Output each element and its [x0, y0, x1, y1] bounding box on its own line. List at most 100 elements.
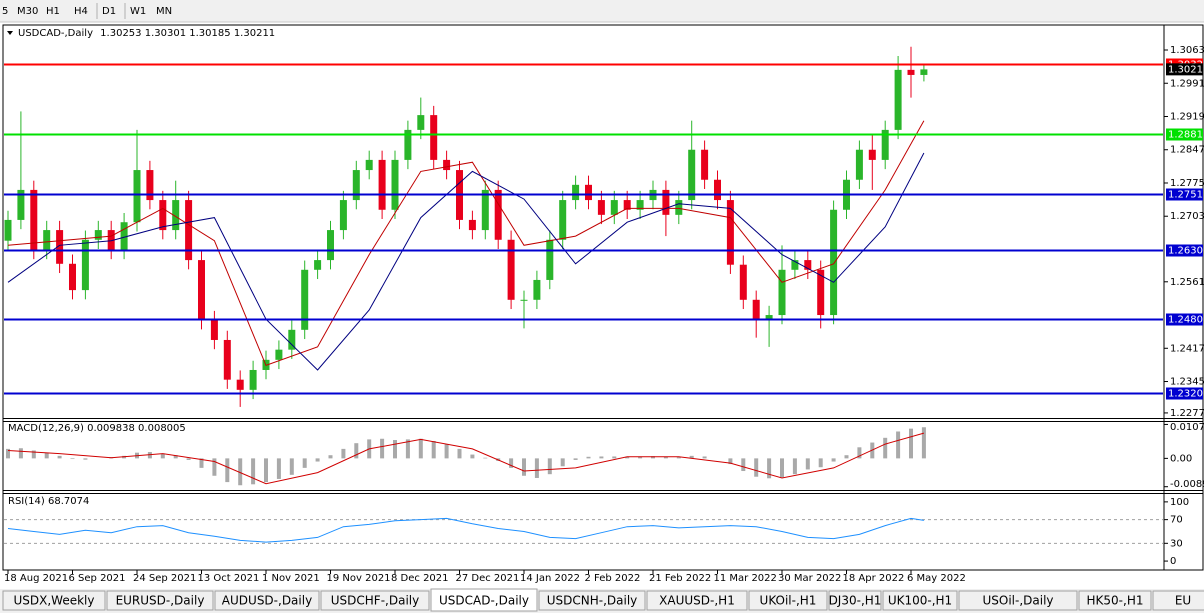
candle-body: [107, 230, 115, 250]
tab-background[interactable]: [828, 590, 882, 611]
tab-background[interactable]: [1152, 590, 1204, 611]
level-price-box: [1166, 188, 1203, 201]
candle-body: [623, 200, 631, 210]
tab-background[interactable]: [646, 590, 748, 611]
candle-body: [378, 159, 386, 210]
timeframe-button[interactable]: W1: [130, 6, 146, 17]
open-price: 1.30253: [100, 28, 141, 39]
candle-body: [791, 260, 799, 270]
candle-body: [881, 129, 889, 160]
tab-label[interactable]: USDX,Weekly: [14, 594, 95, 608]
macd-bar: [883, 437, 888, 459]
tab-background[interactable]: [882, 590, 958, 611]
tab[interactable]: USDCHF-,Daily: [320, 590, 430, 611]
candle-body: [120, 222, 128, 250]
close-price: 1.30211: [234, 28, 275, 39]
level-price-label: 1.24800: [1168, 315, 1204, 326]
tab[interactable]: EURUSD-,Daily: [106, 590, 214, 611]
tab[interactable]: USDCNH-,Daily: [538, 590, 646, 611]
tab-label[interactable]: USDCAD-,Daily: [439, 594, 529, 608]
candle-body: [907, 69, 915, 75]
tab-background[interactable]: [430, 588, 538, 612]
macd-bar: [70, 458, 75, 460]
tab[interactable]: USDX,Weekly: [2, 590, 106, 611]
macd-bar: [44, 452, 49, 459]
candle-body: [675, 200, 683, 215]
candle-body: [94, 230, 102, 240]
macd-bar: [418, 438, 423, 459]
timeframe-button[interactable]: H1: [46, 6, 60, 17]
macd-bar: [289, 458, 294, 475]
candle-body: [4, 219, 12, 241]
candle-body: [688, 149, 696, 201]
tab-label[interactable]: AUDUSD-,Daily: [222, 594, 312, 608]
tab-background[interactable]: [748, 590, 828, 611]
macd-bar: [767, 458, 772, 479]
tab[interactable]: USOil-,Daily: [958, 590, 1078, 611]
x-tick-label: 6 Sep 2021: [69, 573, 126, 584]
tab-label[interactable]: USOil-,Daily: [982, 594, 1053, 608]
tab-background[interactable]: [320, 590, 430, 611]
level-price-box: [1166, 387, 1203, 400]
timeframe-button[interactable]: M30: [17, 6, 38, 17]
tab[interactable]: UKOil-,H1: [748, 590, 828, 611]
level-price-label: 1.28813: [1168, 130, 1204, 141]
y-tick-label: 70: [1170, 515, 1183, 526]
tab-label[interactable]: DJ30-,H1: [829, 594, 882, 608]
timeframe-button[interactable]: H4: [74, 6, 88, 17]
candle-body: [275, 349, 283, 360]
tab-label[interactable]: EU: [1175, 594, 1191, 608]
tab-label[interactable]: UK100-,H1: [888, 594, 952, 608]
macd-bar: [393, 440, 397, 459]
candle-body: [817, 269, 825, 316]
candle-body: [223, 339, 231, 380]
tab[interactable]: USDCAD-,Daily: [430, 588, 538, 612]
tab-background[interactable]: [538, 590, 646, 611]
candle-body: [610, 200, 618, 215]
candle-body: [391, 159, 399, 210]
symbol-menu-arrow[interactable]: [7, 31, 13, 35]
macd-bar: [818, 458, 823, 468]
macd-bar: [573, 458, 578, 460]
tab[interactable]: DJ30-,H1: [828, 590, 882, 611]
timeframe-button[interactable]: D1: [102, 6, 116, 17]
tab[interactable]: UK100-,H1: [882, 590, 958, 611]
candle-body: [855, 149, 863, 180]
candle-body: [752, 299, 760, 321]
x-tick-label: 18 Apr 2022: [843, 573, 905, 584]
candle-body: [546, 239, 554, 280]
x-tick-label: 24 Sep 2021: [133, 573, 196, 584]
tab-label[interactable]: XAUUSD-,H1: [659, 594, 735, 608]
timeframe-button[interactable]: MN: [156, 6, 172, 17]
rsi-line: [7, 517, 924, 543]
tab-label[interactable]: USDCHF-,Daily: [331, 594, 419, 608]
macd-bar: [638, 456, 643, 459]
candle-body: [920, 69, 928, 75]
tab-background[interactable]: [2, 590, 106, 611]
tab-label[interactable]: UKOil-,H1: [760, 594, 817, 608]
y-tick-label: 1.24170: [1170, 343, 1204, 354]
tab-background[interactable]: [214, 590, 320, 611]
macd-bar: [186, 458, 191, 460]
timeframe-button[interactable]: 5: [2, 6, 8, 17]
tab-background[interactable]: [1078, 590, 1152, 611]
tab-label[interactable]: USDCNH-,Daily: [547, 594, 638, 608]
rsi-value: 68.7074: [48, 496, 89, 507]
macd-bar: [831, 458, 836, 462]
tab-label[interactable]: EURUSD-,Daily: [116, 594, 205, 608]
tab[interactable]: XAUUSD-,H1: [646, 590, 748, 611]
tab[interactable]: HK50-,H1: [1078, 590, 1152, 611]
tab-background[interactable]: [958, 590, 1078, 611]
candle-body: [533, 279, 541, 300]
y-tick-label: 1.25610: [1170, 277, 1204, 288]
tab-background[interactable]: [106, 590, 214, 611]
symbol: USDCAD-,Daily: [18, 28, 93, 39]
tab[interactable]: AUDUSD-,Daily: [214, 590, 320, 611]
y-tick-label: 1.27750: [1170, 178, 1204, 189]
tab[interactable]: EU: [1152, 590, 1204, 611]
candle-body: [236, 379, 244, 390]
level-price-box: [1166, 313, 1203, 326]
candle-body: [430, 115, 438, 160]
tab-label[interactable]: HK50-,H1: [1087, 594, 1144, 608]
macd-bar: [741, 458, 746, 472]
